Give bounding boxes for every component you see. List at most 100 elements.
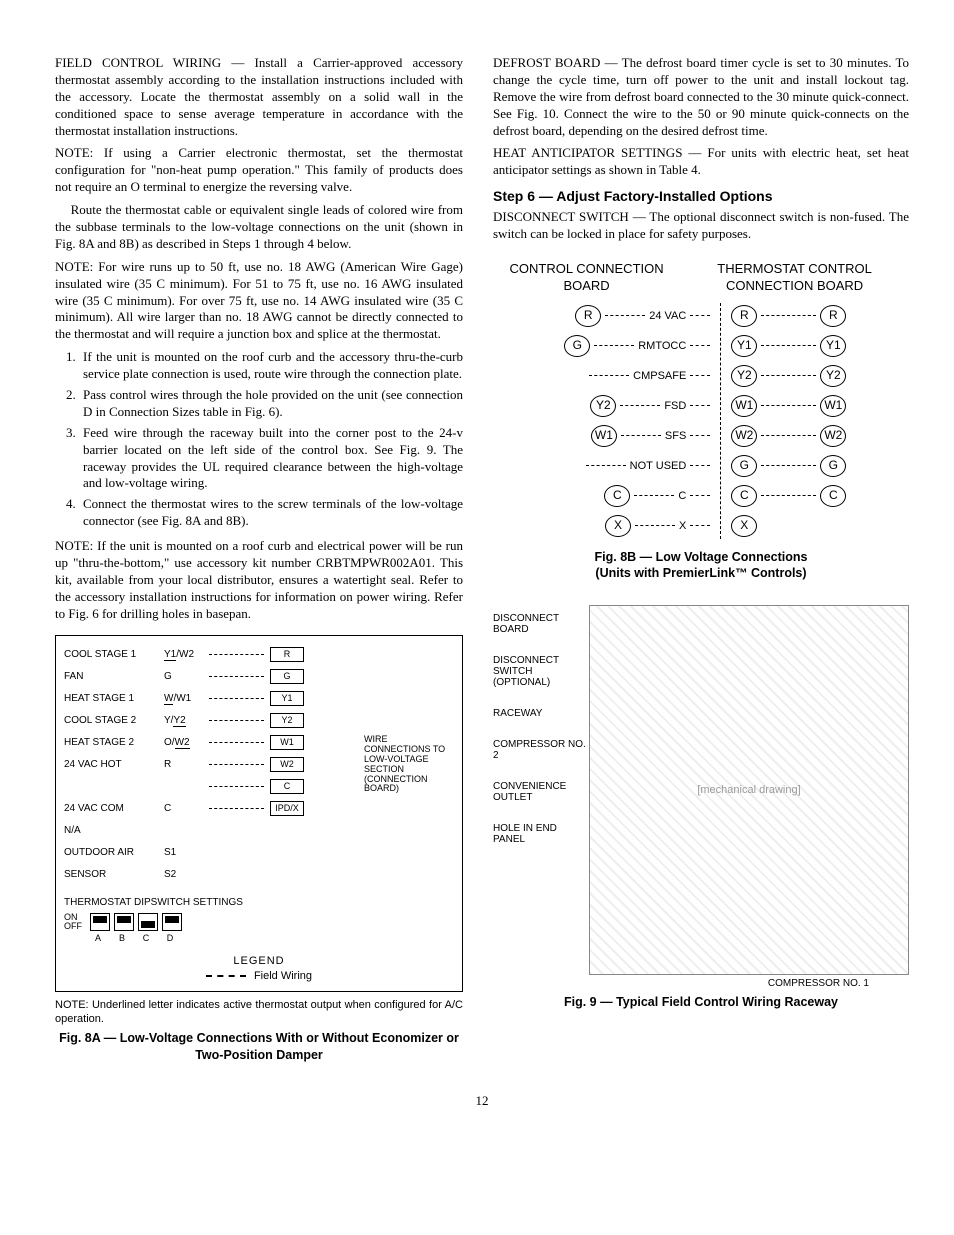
terminal: C — [731, 485, 757, 507]
fig8b-caption1: Fig. 8B — Low Voltage Connections — [493, 549, 909, 565]
fig8b-h1: CONTROL CONNECTION BOARD — [493, 261, 680, 295]
fig8b-right-row: X — [731, 513, 757, 539]
dip-a — [90, 913, 110, 931]
fig8a-terminal: IPD/X — [270, 801, 304, 817]
fig8a-row: HEAT STAGE 1W/W1Y1 — [64, 688, 356, 710]
fig8a-row: HEAT STAGE 2O/W2W1 — [64, 732, 356, 754]
fig8a-terminal: C — [270, 779, 304, 795]
fig8a-label: 24 VAC HOT — [64, 758, 164, 771]
dip-title: THERMOSTAT DIPSWITCH SETTINGS — [64, 896, 454, 909]
fig8b-left-row: XX — [605, 513, 710, 539]
terminal: X — [605, 515, 631, 537]
fig8b-left-row: CMPSAFE — [559, 363, 710, 389]
para-field-control: FIELD CONTROL WIRING — Install a Carrier… — [55, 55, 463, 139]
step-1: If the unit is mounted on the roof curb … — [79, 349, 463, 383]
fig-9: DISCONNECT BOARDDISCONNECT SWITCH (OPTIO… — [493, 605, 909, 1010]
fig8b-right-row: Y2 Y2 — [731, 363, 846, 389]
fig8a-caption: Fig. 8A — Low-Voltage Connections With o… — [55, 1030, 463, 1063]
dip-label-d: D — [160, 933, 180, 945]
fig8a-terminal: G — [270, 669, 304, 685]
dash-icon — [761, 375, 816, 376]
fig8a-terminal: R — [270, 647, 304, 663]
dash-icon — [761, 345, 816, 346]
fig8b-h2: THERMOSTAT CONTROL CONNECTION BOARD — [680, 261, 909, 295]
terminal: Y2 — [820, 365, 846, 387]
fig8a-row: COOL STAGE 2Y/Y2Y2 — [64, 710, 356, 732]
fig8a-terminal: W1 — [270, 735, 304, 751]
terminal: Y2 — [590, 395, 616, 417]
fig8a-side-label: WIRE CONNECTIONS TO LOW-VOLTAGE SECTION … — [364, 644, 454, 886]
step-4: Connect the thermostat wires to the scre… — [79, 496, 463, 530]
dip-label-a: A — [88, 933, 108, 945]
para-note2: NOTE: For wire runs up to 50 ft, use no.… — [55, 259, 463, 343]
step6-heading: Step 6 — Adjust Factory-Installed Option… — [493, 187, 909, 205]
fig8a-label: 24 VAC COM — [64, 802, 164, 815]
step-2: Pass control wires through the hole prov… — [79, 387, 463, 421]
para-disconnect: DISCONNECT SWITCH — The optional disconn… — [493, 209, 909, 243]
signal-label: FSD — [664, 399, 686, 413]
fig8a-dash — [209, 698, 264, 699]
terminal: W2 — [731, 425, 757, 447]
fig8a-signal: Y/Y2 — [164, 714, 209, 727]
fig9-label: DISCONNECT SWITCH (OPTIONAL) — [493, 655, 589, 688]
dip-c — [138, 913, 158, 931]
fig8b-right-row: Y1 Y1 — [731, 333, 846, 359]
dash-icon — [594, 345, 634, 346]
fig8a-terminal: W2 — [270, 757, 304, 773]
terminal: Y2 — [731, 365, 757, 387]
fig8a-dash — [209, 676, 264, 677]
fig8a-signal: S1 — [164, 846, 209, 859]
dash-icon — [635, 525, 675, 526]
fig8a-note: NOTE: Underlined letter indicates active… — [55, 998, 463, 1027]
terminal: C — [820, 485, 846, 507]
fig8a-dash — [209, 808, 264, 809]
fig8a-signal: Y1/W2 — [164, 648, 209, 661]
legend-text: Field Wiring — [254, 969, 312, 983]
terminal: R — [731, 305, 757, 327]
fig8b-left-row: Y2 FSD — [590, 393, 710, 419]
fig8b-left-row: GRMTOCC — [564, 333, 710, 359]
fig9-label: CONVENIENCE OUTLET — [493, 781, 589, 803]
dip-b — [114, 913, 134, 931]
terminal: W1 — [820, 395, 846, 417]
dip-label-b: B — [112, 933, 132, 945]
terminal: W1 — [591, 425, 617, 447]
fig8a-row: SENSORS2 — [64, 864, 356, 886]
fig8a-label: COOL STAGE 1 — [64, 648, 164, 661]
fig8b-caption2: (Units with PremierLink™ Controls) — [493, 565, 909, 581]
steps-list: If the unit is mounted on the roof curb … — [79, 349, 463, 530]
fig9-drawing: [mechanical drawing] — [589, 605, 909, 975]
fig8a-signal: R — [164, 758, 209, 771]
dip-d — [162, 913, 182, 931]
fig8b-left-row: W1SFS — [591, 423, 710, 449]
terminal: C — [604, 485, 630, 507]
fig8a-row: FANGG — [64, 666, 356, 688]
legend-dash-icon — [206, 975, 246, 977]
dash-icon — [620, 405, 660, 406]
dash-icon — [621, 435, 661, 436]
terminal: Y1 — [820, 335, 846, 357]
fig8a-dash — [209, 720, 264, 721]
fig8a-row: C — [64, 776, 356, 798]
dash-icon — [634, 495, 674, 496]
fig8a-signal: G — [164, 670, 209, 683]
terminal: W2 — [820, 425, 846, 447]
signal-label: CMPSAFE — [633, 369, 686, 383]
fig8a-terminal: Y1 — [270, 691, 304, 707]
fig8b-right-row: W1W1 — [731, 393, 846, 419]
fig-8a: COOL STAGE 1Y1/W2RFANGGHEAT STAGE 1W/W1Y… — [55, 635, 463, 992]
dip-label-c: C — [136, 933, 156, 945]
fig8a-terminal: Y2 — [270, 713, 304, 729]
page-number: 12 — [55, 1093, 909, 1110]
fig9-caption: Fig. 9 — Typical Field Control Wiring Ra… — [493, 994, 909, 1010]
terminal: R — [575, 305, 601, 327]
fig8a-row: OUTDOOR AIRS1 — [64, 842, 356, 864]
fig8a-label: OUTDOOR AIR — [64, 846, 164, 859]
fig8a-row: 24 VAC COMCIPD/X — [64, 798, 356, 820]
signal-label: C — [678, 489, 686, 503]
signal-label: X — [679, 519, 686, 533]
dash-icon — [586, 465, 626, 466]
terminal: Y1 — [731, 335, 757, 357]
fig8b-right-row: CC — [731, 483, 846, 509]
dash-icon — [761, 405, 816, 406]
